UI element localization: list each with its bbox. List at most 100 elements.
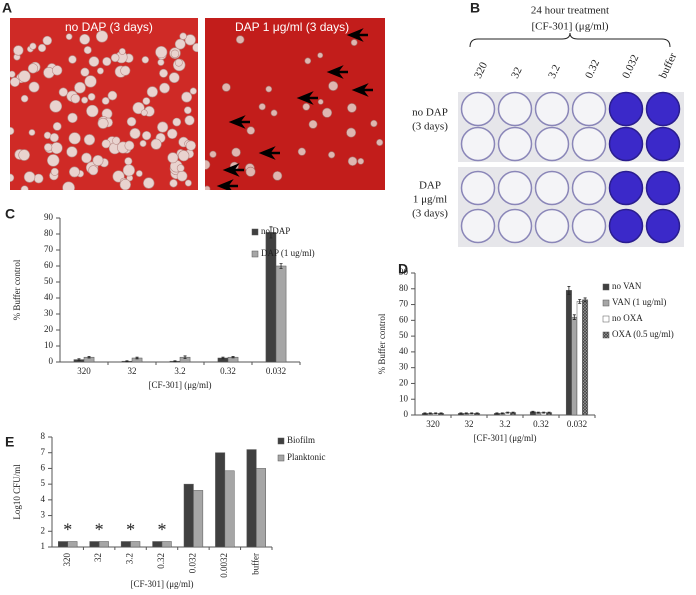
x-tick-label: 32: [465, 419, 474, 429]
colony: [304, 57, 312, 65]
column-label: buffer: [657, 51, 679, 81]
x-tick-label: 320: [426, 419, 440, 429]
colony: [13, 45, 24, 56]
colony: [142, 97, 151, 105]
colony: [49, 132, 59, 143]
legend-label: OXA (0.5 ug/ml): [612, 329, 674, 339]
panel-b: B 24 hour treatment [CF-301] (μg/ml) 320…: [412, 0, 684, 247]
annotation: *: [158, 520, 167, 540]
colony: [142, 131, 152, 141]
colony: [50, 142, 63, 155]
colony: [81, 152, 92, 164]
error-bar: [423, 412, 427, 415]
error-bar: [475, 412, 479, 415]
well: [497, 208, 533, 244]
wells: [460, 91, 681, 244]
colony: [68, 132, 81, 145]
bar: [98, 541, 109, 548]
y-tick-label: 0: [404, 409, 409, 419]
error-bar: [464, 412, 468, 415]
legend-label: DAP (1 ug/ml): [261, 248, 315, 258]
arrow: [258, 146, 280, 160]
colony: [66, 146, 78, 158]
colony: [157, 58, 165, 66]
error-bar: [231, 356, 235, 359]
bar: [152, 541, 163, 548]
colony: [221, 82, 231, 92]
colony: [43, 143, 53, 152]
colony: [146, 86, 158, 98]
well: [608, 91, 644, 127]
colony: [119, 179, 131, 190]
y-tick-label: 40: [399, 346, 409, 356]
y-tick-label: 40: [44, 292, 54, 302]
colony: [328, 80, 339, 91]
legend-swatch: [251, 228, 259, 236]
colony: [20, 94, 29, 103]
colony: [139, 140, 147, 147]
plate: [458, 92, 684, 162]
error-bar: [572, 314, 576, 320]
colonies: [205, 28, 384, 190]
y-tick-label: 60: [44, 260, 54, 270]
legend-label: Biofilm: [287, 435, 315, 445]
arrow: [222, 163, 244, 177]
column-label: 320: [472, 60, 490, 80]
colony: [129, 127, 141, 139]
colony: [95, 30, 109, 43]
bar: [193, 490, 204, 548]
arrow: [351, 83, 373, 97]
colony: [178, 150, 190, 162]
colony: [322, 107, 333, 118]
error-bar: [428, 412, 432, 415]
bar: [246, 449, 257, 548]
x-tick-label: buffer: [250, 553, 260, 575]
colony: [33, 173, 44, 184]
y-tick-label: 3: [41, 510, 46, 520]
colony: [47, 154, 60, 167]
y-tick-label: 10: [44, 340, 54, 350]
x-tick-label: 3.2: [499, 419, 510, 429]
error-bar: [173, 360, 177, 363]
colony: [376, 138, 384, 146]
colony: [83, 46, 92, 55]
annotation: *: [126, 520, 135, 540]
legend-label: no VAN: [612, 281, 642, 291]
y-axis-label: Log10 CFU/ml: [12, 464, 22, 520]
colony: [58, 87, 68, 97]
error-bar: [183, 355, 187, 359]
legend-swatch: [277, 437, 285, 445]
arrow: [346, 28, 368, 42]
colony: [170, 49, 180, 59]
colony: [176, 164, 185, 173]
y-tick-label: 70: [44, 244, 54, 254]
photo-caption: no DAP (3 days): [65, 20, 153, 34]
panel-label: D: [398, 261, 408, 277]
y-tick-label: 60: [399, 314, 409, 324]
colony: [245, 166, 256, 177]
colony: [346, 127, 357, 138]
colony: [179, 32, 187, 40]
bracket: [469, 32, 671, 48]
y-tick-label: 7: [41, 447, 46, 457]
error-bar: [459, 412, 463, 415]
colony: [192, 43, 198, 53]
plate-title: 24 hour treatment: [531, 5, 609, 17]
error-bar: [583, 297, 587, 303]
error-bar: [500, 412, 504, 415]
row-label: DAP: [419, 180, 441, 192]
arrow: [326, 65, 348, 79]
colony: [42, 35, 52, 46]
legend-label: Planktonic: [287, 452, 326, 462]
colony: [143, 177, 155, 189]
well: [571, 170, 607, 206]
y-tick-label: 70: [399, 299, 409, 309]
panel-label: B: [470, 0, 480, 16]
bar: [582, 299, 589, 416]
error-bar: [547, 411, 551, 414]
plate-subtitle: [CF-301] (μg/ml): [531, 21, 608, 33]
error-bar: [221, 356, 225, 360]
well: [534, 208, 570, 244]
error-bar: [279, 263, 283, 269]
